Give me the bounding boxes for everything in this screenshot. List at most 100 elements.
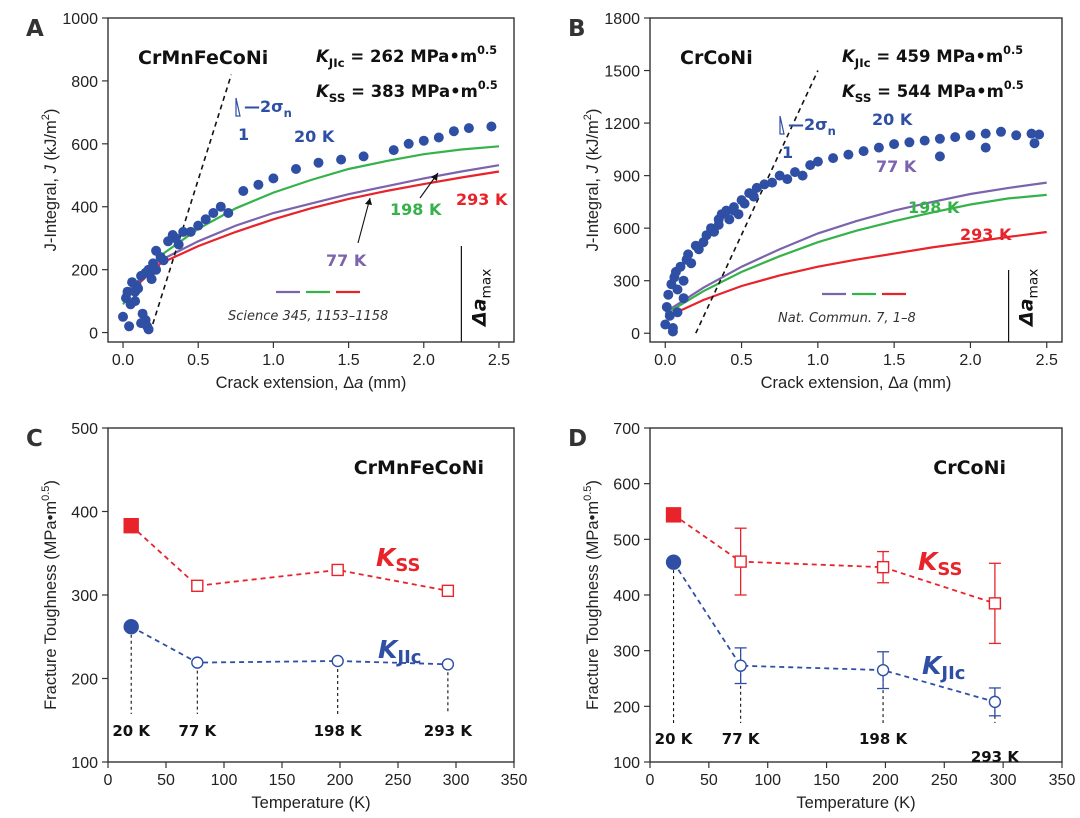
data-marker-circle bbox=[191, 656, 204, 669]
alloy-title: CrCoNi bbox=[933, 457, 1006, 479]
temp-label: 293 K bbox=[971, 748, 1021, 766]
data-point bbox=[151, 264, 162, 275]
slope-one: 1 bbox=[782, 143, 793, 162]
slope-label: —2σn bbox=[788, 115, 836, 138]
data-point bbox=[268, 173, 279, 184]
temp-label: 77 K bbox=[722, 730, 761, 748]
data-point bbox=[136, 318, 147, 329]
x-tick-label: 250 bbox=[385, 772, 412, 789]
y-tick-label: 600 bbox=[613, 221, 640, 238]
x-tick-label: 2.0 bbox=[959, 352, 981, 369]
data-point bbox=[253, 179, 264, 190]
data-point bbox=[1026, 128, 1037, 139]
data-point bbox=[678, 275, 689, 286]
kss-value: KSS = 544 MPa•m0.5 bbox=[842, 79, 1024, 105]
x-tick-label: 0.5 bbox=[730, 352, 752, 369]
data-point bbox=[950, 132, 961, 143]
y-tick-label: 100 bbox=[613, 755, 640, 772]
arrow-77k bbox=[357, 197, 371, 244]
data-point bbox=[965, 130, 976, 141]
citation: Science 345, 1153–1158 bbox=[228, 309, 388, 324]
curve-label: 198 K bbox=[390, 200, 442, 219]
data-point bbox=[223, 208, 234, 218]
curve-label: 293 K bbox=[456, 190, 508, 209]
x-tick-label: 100 bbox=[754, 772, 781, 789]
data-point bbox=[124, 321, 135, 332]
x-tick-label: 100 bbox=[211, 772, 238, 789]
data-point bbox=[767, 177, 778, 188]
data-point bbox=[143, 264, 154, 275]
x-tick-label: 0.0 bbox=[112, 352, 134, 369]
x-tick-label: 2.5 bbox=[488, 352, 510, 369]
y-tick-label: 500 bbox=[613, 532, 640, 549]
y-tick-label: 300 bbox=[613, 644, 640, 661]
panel-letter: C bbox=[26, 426, 43, 452]
y-axis-label: Fracture Toughness (MPa•m0.5) bbox=[582, 480, 602, 710]
data-point bbox=[858, 146, 869, 157]
arrow-head bbox=[365, 198, 372, 205]
x-tick-label: 150 bbox=[269, 772, 296, 789]
data-point bbox=[728, 205, 739, 216]
y-tick-label: 600 bbox=[613, 477, 640, 494]
y-tick-label: 100 bbox=[71, 755, 98, 772]
data-point bbox=[661, 302, 672, 312]
data-point bbox=[739, 198, 750, 209]
data-marker-circle bbox=[734, 659, 747, 672]
y-tick-label: 200 bbox=[71, 672, 98, 689]
data-marker-circle bbox=[876, 663, 890, 677]
damax-label: Δamax bbox=[468, 269, 494, 328]
data-point bbox=[678, 293, 689, 304]
data-point bbox=[208, 208, 219, 218]
data-point bbox=[843, 149, 854, 160]
data-point bbox=[721, 205, 732, 216]
data-point bbox=[805, 160, 816, 171]
temp-label: 198 K bbox=[859, 730, 909, 748]
x-tick-label: 1.5 bbox=[883, 352, 905, 369]
x-tick-label: 2.5 bbox=[1036, 352, 1058, 369]
panel-c: 0 50 100 150 200 250 300 350 100 200 300 400 500 Temp… bbox=[26, 421, 527, 812]
data-point bbox=[748, 191, 759, 202]
kjic-label: KJIc bbox=[922, 651, 965, 684]
curve-label: 77 K bbox=[326, 251, 367, 270]
data-point bbox=[683, 249, 694, 260]
data-point bbox=[200, 214, 211, 225]
data-point bbox=[1034, 129, 1045, 140]
data-marker-square bbox=[191, 579, 204, 593]
x-tick-label: 0.5 bbox=[187, 352, 209, 369]
kss-label: KSS bbox=[376, 543, 421, 576]
y-tick-label: 0 bbox=[631, 326, 640, 343]
data-marker-square bbox=[123, 517, 139, 534]
data-point bbox=[751, 182, 762, 193]
x-tick-label: 50 bbox=[157, 772, 175, 789]
data-point bbox=[146, 274, 157, 285]
series-line-kjic bbox=[672, 561, 996, 703]
data-point bbox=[336, 154, 347, 165]
data-marker-circle bbox=[331, 654, 344, 668]
data-point bbox=[122, 286, 133, 297]
kss-value: KSS = 383 MPa•m0.5 bbox=[316, 79, 498, 105]
data-point bbox=[158, 255, 169, 266]
data-point bbox=[486, 121, 497, 132]
data-point bbox=[759, 179, 770, 190]
x-tick-label: 0 bbox=[646, 772, 655, 789]
data-point bbox=[448, 126, 459, 137]
curve-label: 198 K bbox=[908, 198, 960, 217]
data-point bbox=[686, 258, 697, 269]
panel-b: 0.0 0.5 1.0 1.5 2.0 2.5 0 300 600 900 1200 1500 1800… bbox=[568, 11, 1063, 392]
data-marker-square bbox=[665, 507, 682, 523]
panel-letter: D bbox=[568, 426, 587, 452]
x-tick-label: 300 bbox=[443, 772, 470, 789]
curve-293k bbox=[664, 230, 1047, 319]
kjic-value: KJIc = 262 MPa•m0.5 bbox=[316, 44, 497, 70]
data-point bbox=[388, 145, 399, 156]
data-point bbox=[919, 135, 930, 146]
data-point bbox=[724, 214, 735, 225]
data-point bbox=[215, 201, 226, 212]
x-tick-label: 350 bbox=[1049, 772, 1076, 789]
data-point bbox=[193, 220, 204, 231]
data-point bbox=[433, 132, 444, 143]
data-point bbox=[904, 137, 915, 148]
y-tick-label: 200 bbox=[71, 263, 98, 280]
temp-label: 198 K bbox=[314, 722, 364, 740]
data-point bbox=[664, 310, 675, 321]
